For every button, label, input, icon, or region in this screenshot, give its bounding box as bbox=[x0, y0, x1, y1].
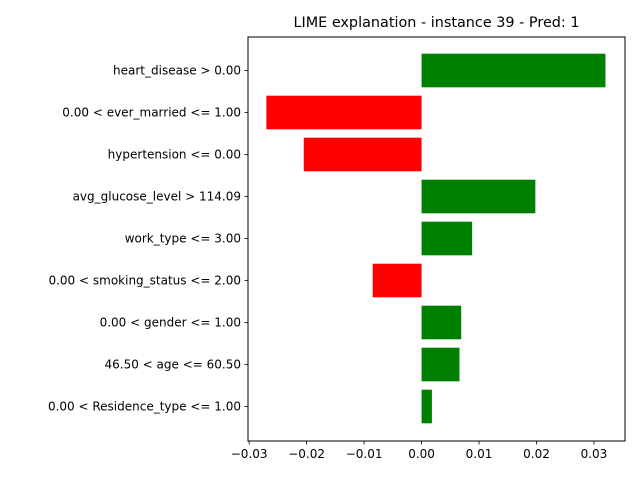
bars-group bbox=[266, 53, 606, 424]
bar-6 bbox=[421, 305, 462, 340]
chart-title: LIME explanation - instance 39 - Pred: 1 bbox=[293, 15, 579, 31]
y-tick-label-6: 0.00 < gender <= 1.00 bbox=[100, 316, 241, 330]
bar-2 bbox=[303, 137, 422, 172]
plot-frame bbox=[247, 36, 626, 442]
bar-7 bbox=[421, 347, 460, 382]
y-tick-label-4: work_type <= 3.00 bbox=[125, 232, 241, 246]
bar-1 bbox=[266, 95, 422, 130]
bar-5 bbox=[372, 263, 422, 298]
bar-8 bbox=[421, 389, 432, 424]
x-tick-label-0: −0.03 bbox=[231, 447, 268, 461]
y-tick-label-0: heart_disease > 0.00 bbox=[113, 64, 241, 78]
y-tick-label-2: hypertension <= 0.00 bbox=[108, 148, 241, 162]
x-tick-label-4: 0.01 bbox=[466, 447, 493, 461]
y-tick-label-3: avg_glucose_level > 114.09 bbox=[73, 190, 241, 204]
x-axis-ticks: −0.03 −0.02 −0.01 0.00 0.01 0.02 0.03 bbox=[231, 441, 608, 461]
y-tick-label-5: 0.00 < smoking_status <= 2.00 bbox=[48, 274, 241, 288]
x-tick-label-6: 0.03 bbox=[581, 447, 608, 461]
y-tick-label-1: 0.00 < ever_married <= 1.00 bbox=[62, 106, 241, 120]
x-tick-label-2: −0.01 bbox=[346, 447, 383, 461]
x-tick-label-5: 0.02 bbox=[523, 447, 550, 461]
bar-4 bbox=[421, 221, 473, 256]
y-tick-label-7: 46.50 < age <= 60.50 bbox=[105, 358, 241, 372]
y-tick-label-8: 0.00 < Residence_type <= 1.00 bbox=[48, 400, 241, 414]
y-tick-labels: heart_disease > 0.00 0.00 < ever_married … bbox=[48, 64, 248, 414]
bar-3 bbox=[421, 179, 536, 214]
bar-0 bbox=[421, 53, 606, 88]
x-tick-label-3: 0.00 bbox=[408, 447, 435, 461]
x-tick-label-1: −0.02 bbox=[288, 447, 325, 461]
